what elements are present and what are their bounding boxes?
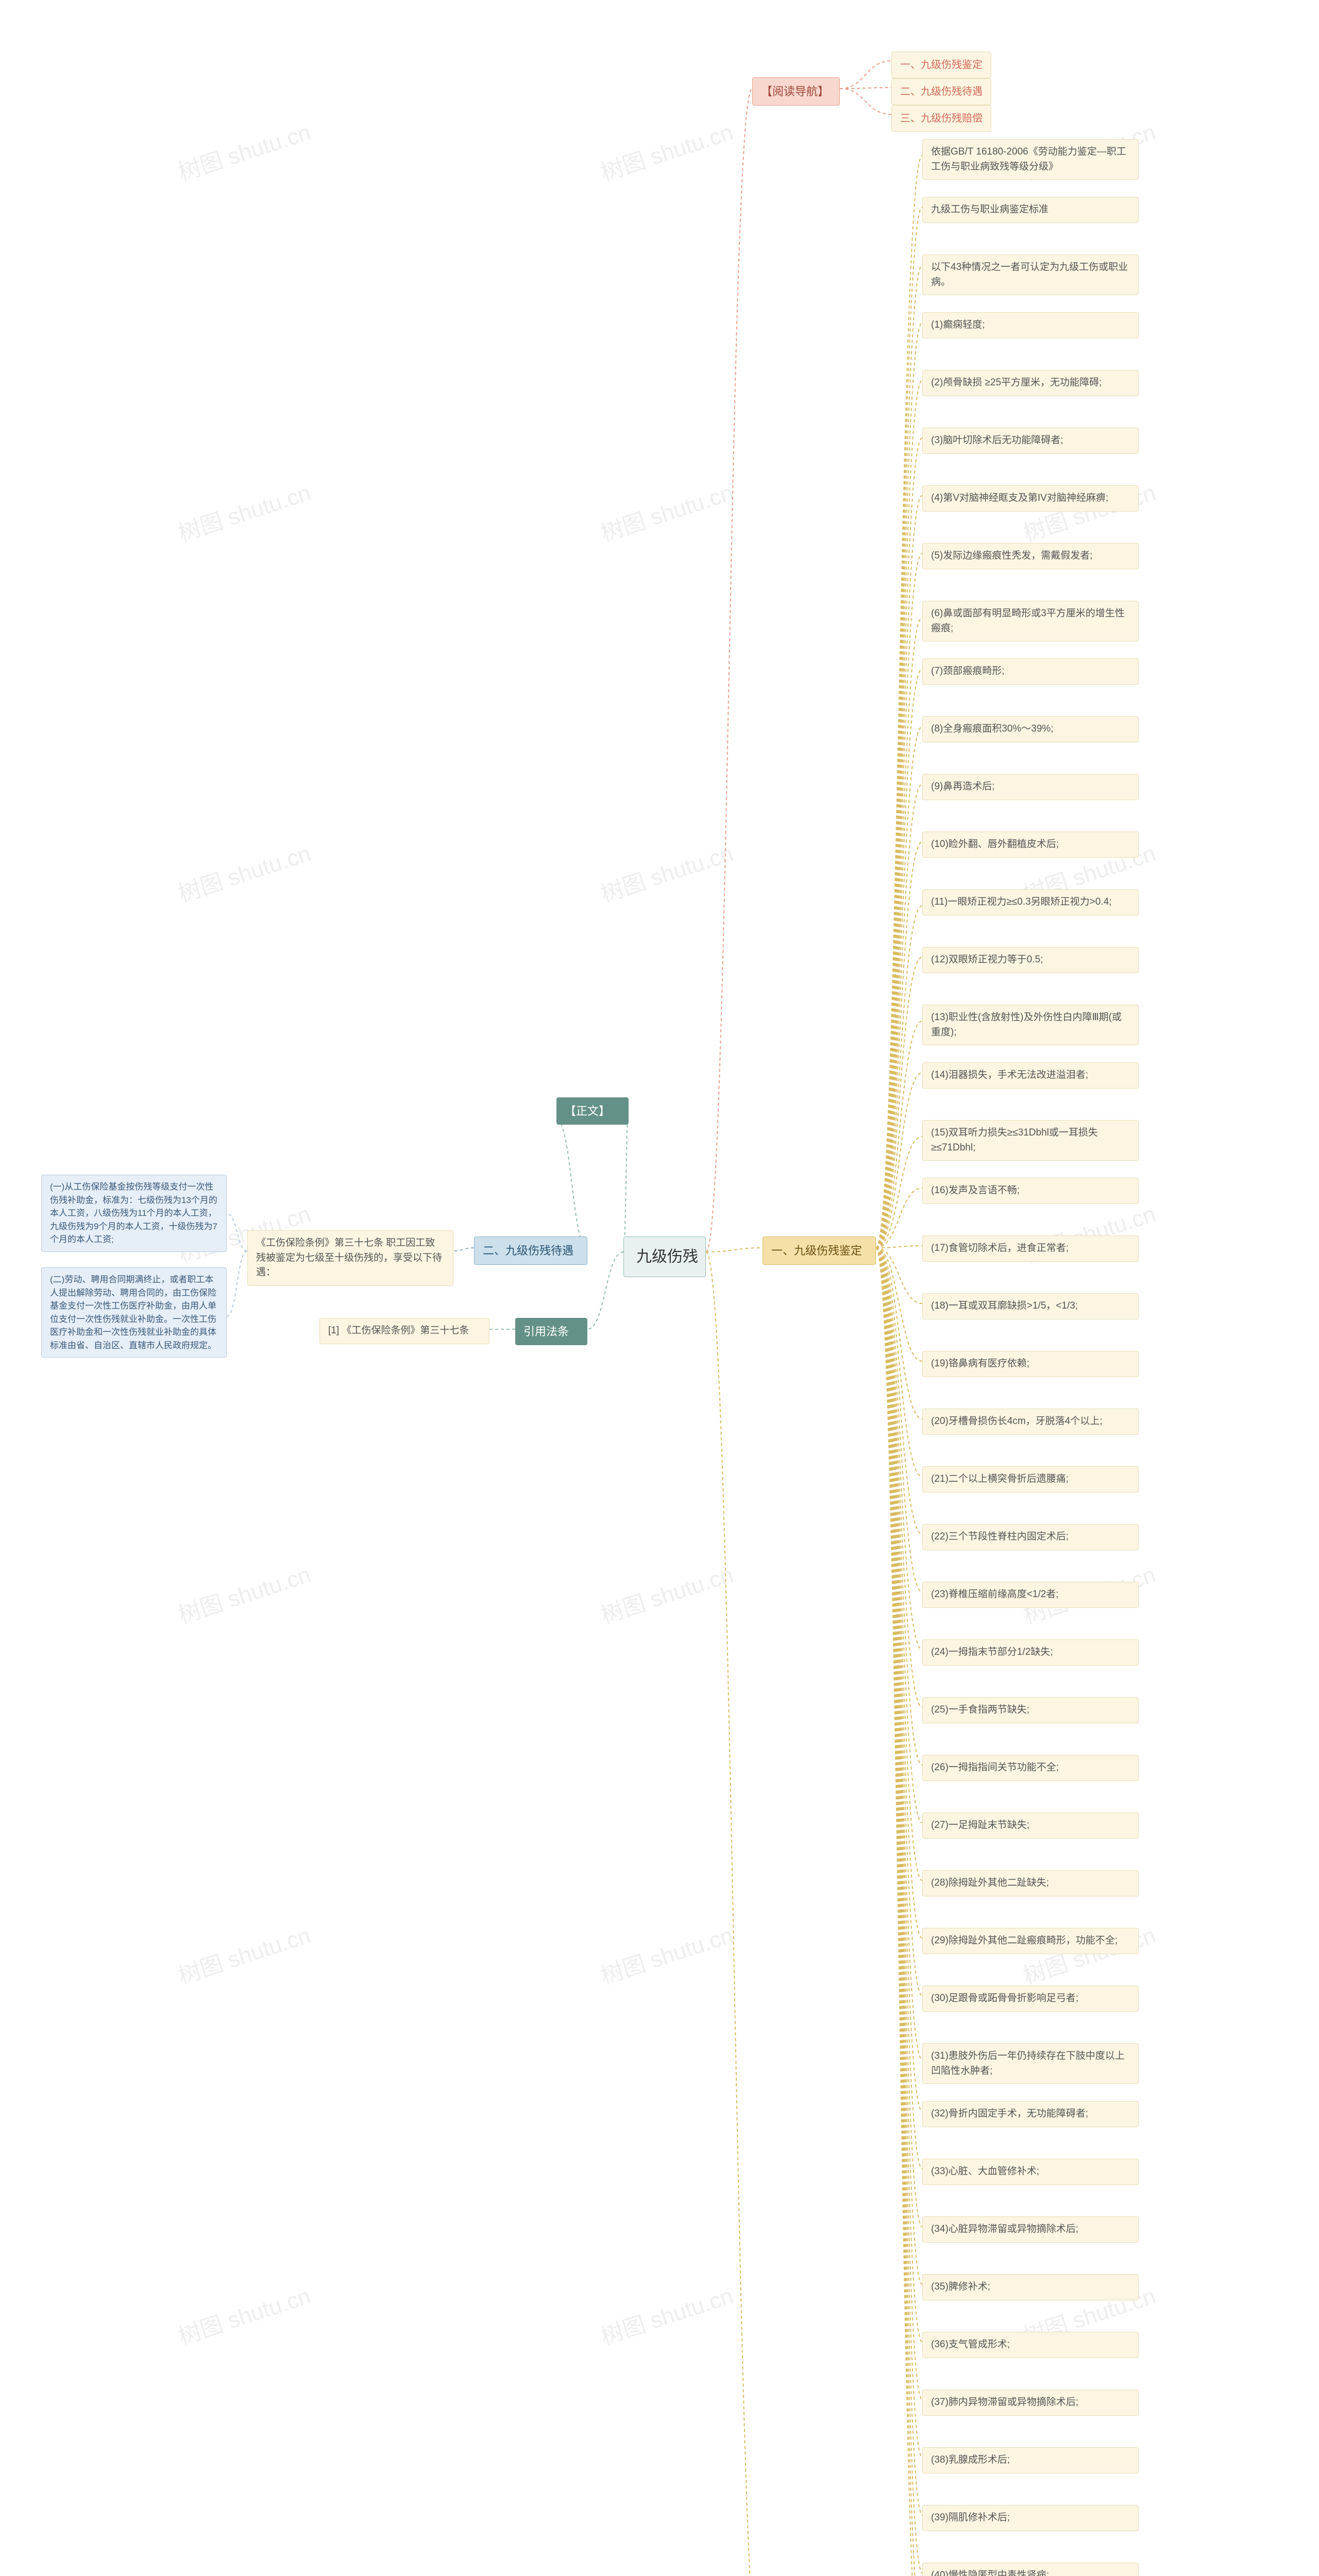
s1-item-13: (11)一眼矫正视力≥≤0.3另眼矫正视力>0.4;: [922, 889, 1139, 916]
s1-item-0: 依据GB/T 16180-2006《劳动能力鉴定—职工工伤与职业病致残等级分级》: [922, 139, 1139, 180]
nav-item-0[interactable]: 一、九级伤残鉴定: [891, 52, 991, 78]
watermark: 树图 shutu.cn: [596, 113, 737, 187]
s1-item-25: (23)脊椎压缩前缘高度<1/2者;: [922, 1582, 1139, 1608]
s1-item-9: (7)颈部瘢痕畸形;: [922, 658, 1139, 685]
watermark: 树图 shutu.cn: [174, 1556, 314, 1630]
s1-item-15: (13)职业性(含放射性)及外伤性白内障Ⅲ期(或重度);: [922, 1005, 1139, 1045]
s1-item-41: (39)隔肌修补术后;: [922, 2505, 1139, 2531]
s1-item-11: (9)鼻再造术后;: [922, 774, 1139, 800]
s1-item-23: (21)二个以上横突骨折后遗腰痛;: [922, 1466, 1139, 1493]
section-1[interactable]: 一、九级伤残鉴定: [763, 1236, 876, 1265]
s1-item-18: (16)发声及言语不畅;: [922, 1178, 1139, 1204]
s1-item-31: (29)除拇趾外其他二趾瘢痕畸形，功能不全;: [922, 1928, 1139, 1954]
nav-item-1[interactable]: 二、九级伤残待遇: [891, 78, 991, 105]
s1-item-20: (18)一耳或双耳廓缺损>1/5，<1/3;: [922, 1293, 1139, 1319]
s1-item-29: (27)一足拇趾末节缺失;: [922, 1812, 1139, 1839]
s1-item-30: (28)除拇趾外其他二趾缺失;: [922, 1870, 1139, 1896]
s1-item-22: (20)牙槽骨损伤长4cm，牙脱落4个以上;: [922, 1409, 1139, 1435]
s1-item-42: (40)慢性隐匿型中毒性肾病;: [922, 2563, 1139, 2576]
section-2[interactable]: 二、九级伤残待遇: [474, 1236, 587, 1265]
section-2-sub-2: (二)劳动、聘用合同期满终止，或者职工本人提出解除劳动、聘用合同的，由工伤保险基…: [41, 1267, 227, 1358]
nav-header[interactable]: 【阅读导航】: [752, 77, 840, 106]
s1-item-28: (26)一拇指指间关节功能不全;: [922, 1755, 1139, 1781]
s1-item-5: (3)脑叶切除术后无功能障碍者;: [922, 428, 1139, 454]
s1-item-38: (36)支气管成形术;: [922, 2332, 1139, 2358]
main-header[interactable]: 【正文】: [556, 1097, 629, 1125]
s1-item-36: (34)心脏异物滞留或异物摘除术后;: [922, 2216, 1139, 2243]
s1-item-27: (25)一手食指两节缺失;: [922, 1697, 1139, 1723]
s1-item-12: (10)睑外翻、唇外翻植皮术后;: [922, 832, 1139, 858]
s1-item-4: (2)颅骨缺损 ≥25平方厘米，无功能障碍;: [922, 370, 1139, 396]
s1-item-7: (5)发际边缘瘢痕性秃发，需戴假发者;: [922, 543, 1139, 569]
watermark: 树图 shutu.cn: [174, 113, 314, 187]
s1-item-21: (19)铬鼻病有医疗依赖;: [922, 1351, 1139, 1377]
watermark: 树图 shutu.cn: [174, 474, 314, 548]
s1-item-6: (4)第V对脑神经眶支及第IV对脑神经麻痹;: [922, 485, 1139, 512]
root-node[interactable]: 九级伤残: [623, 1236, 706, 1277]
watermark: 树图 shutu.cn: [174, 1917, 314, 1990]
watermark: 树图 shutu.cn: [596, 1917, 737, 1990]
s1-item-32: (30)足跟骨或跖骨骨折影响足弓者;: [922, 1986, 1139, 2012]
s1-item-39: (37)肺内异物滞留或异物摘除术后;: [922, 2389, 1139, 2416]
section-2-law: 《工伤保险条例》第三十七条 职工因工致残被鉴定为七级至十级伤残的，享受以下待遇：: [247, 1230, 453, 1286]
watermark: 树图 shutu.cn: [596, 2277, 737, 2351]
s1-item-1: 九级工伤与职业病鉴定标准: [922, 197, 1139, 223]
s1-item-26: (24)一拇指末节部分1/2缺失;: [922, 1639, 1139, 1666]
s1-item-24: (22)三个节段性脊柱内固定术后;: [922, 1524, 1139, 1550]
ref-header[interactable]: 引用法条: [515, 1318, 587, 1345]
s1-item-17: (15)双耳听力损失≥≤31Dbhl或一耳损失≥≤71Dbhl;: [922, 1120, 1139, 1161]
watermark: 树图 shutu.cn: [174, 2277, 314, 2351]
watermark: 树图 shutu.cn: [596, 1556, 737, 1630]
s1-item-34: (32)骨折内固定手术，无功能障碍者;: [922, 2101, 1139, 2127]
watermark: 树图 shutu.cn: [174, 835, 314, 908]
s1-item-3: (1)癫痫轻度;: [922, 312, 1139, 338]
s1-item-33: (31)患肢外伤后一年仍持续存在下肢中度以上凹陷性水肿者;: [922, 2043, 1139, 2084]
s1-item-8: (6)鼻或面部有明显畸形或3平方厘米的增生性瘢痕;: [922, 601, 1139, 641]
s1-item-19: (17)食管切除术后，进食正常者;: [922, 1235, 1139, 1262]
watermark: 树图 shutu.cn: [596, 474, 737, 548]
ref-item: [1] 《工伤保险条例》第三十七条: [319, 1318, 489, 1344]
s1-item-16: (14)泪器损失，手术无法改进溢泪者;: [922, 1062, 1139, 1089]
section-2-sub-1: (一)从工伤保险基金按伤残等级支付一次性伤残补助金，标准为：七级伤残为13个月的…: [41, 1175, 227, 1252]
watermark: 树图 shutu.cn: [596, 835, 737, 908]
s1-item-2: 以下43种情况之一者可认定为九级工伤或职业病。: [922, 255, 1139, 295]
s1-item-35: (33)心脏、大血管修补术;: [922, 2159, 1139, 2185]
s1-item-14: (12)双眼矫正视力等于0.5;: [922, 947, 1139, 973]
nav-item-2[interactable]: 三、九级伤残赔偿: [891, 105, 991, 132]
s1-item-10: (8)全身瘢痕面积30%～39%;: [922, 716, 1139, 742]
s1-item-37: (35)脾修补术;: [922, 2274, 1139, 2300]
s1-item-40: (38)乳腺成形术后;: [922, 2447, 1139, 2473]
